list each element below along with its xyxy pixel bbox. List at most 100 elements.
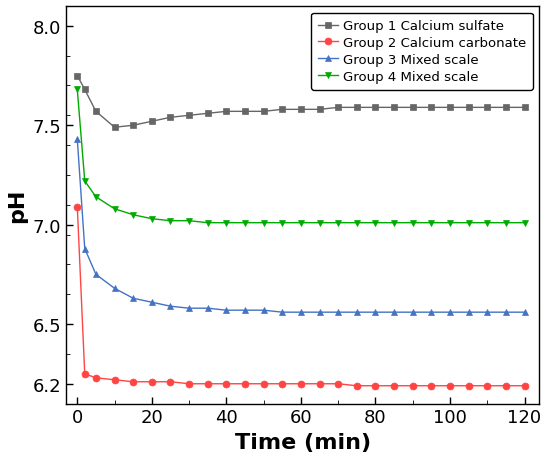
Group 3 Mixed scale: [111, 286, 118, 291]
Group 3 Mixed scale: [372, 310, 379, 315]
Group 1 Calcium sulfate: [167, 115, 174, 121]
Group 1 Calcium sulfate: [447, 106, 453, 111]
Group 3 Mixed scale: [279, 310, 285, 315]
Group 4 Mixed scale: [111, 207, 118, 212]
Group 1 Calcium sulfate: [465, 106, 472, 111]
Group 2 Calcium carbonate: [205, 381, 211, 386]
Y-axis label: pH: pH: [7, 188, 27, 223]
Group 1 Calcium sulfate: [205, 112, 211, 117]
Group 2 Calcium carbonate: [409, 383, 416, 389]
Group 1 Calcium sulfate: [335, 106, 342, 111]
Group 2 Calcium carbonate: [390, 383, 397, 389]
Group 1 Calcium sulfate: [81, 88, 88, 93]
Group 2 Calcium carbonate: [167, 379, 174, 385]
Group 3 Mixed scale: [354, 310, 360, 315]
Group 4 Mixed scale: [354, 220, 360, 226]
Group 4 Mixed scale: [335, 220, 342, 226]
Group 3 Mixed scale: [298, 310, 304, 315]
Group 3 Mixed scale: [335, 310, 342, 315]
Group 4 Mixed scale: [484, 220, 491, 226]
Group 2 Calcium carbonate: [148, 379, 155, 385]
Line: Group 1 Calcium sulfate: Group 1 Calcium sulfate: [74, 73, 528, 131]
Line: Group 4 Mixed scale: Group 4 Mixed scale: [74, 87, 528, 227]
Group 1 Calcium sulfate: [521, 106, 528, 111]
Group 3 Mixed scale: [503, 310, 509, 315]
Group 4 Mixed scale: [521, 220, 528, 226]
Group 2 Calcium carbonate: [316, 381, 323, 386]
Group 1 Calcium sulfate: [316, 107, 323, 113]
Group 3 Mixed scale: [447, 310, 453, 315]
Group 1 Calcium sulfate: [354, 106, 360, 111]
Group 4 Mixed scale: [92, 195, 99, 200]
Group 3 Mixed scale: [130, 296, 136, 302]
Group 1 Calcium sulfate: [223, 109, 230, 115]
Group 2 Calcium carbonate: [447, 383, 453, 389]
Group 1 Calcium sulfate: [484, 106, 491, 111]
Group 1 Calcium sulfate: [390, 106, 397, 111]
Group 2 Calcium carbonate: [503, 383, 509, 389]
Group 1 Calcium sulfate: [74, 73, 81, 79]
Group 4 Mixed scale: [372, 220, 379, 226]
Group 3 Mixed scale: [186, 306, 192, 311]
Group 2 Calcium carbonate: [372, 383, 379, 389]
Group 2 Calcium carbonate: [241, 381, 248, 386]
Group 1 Calcium sulfate: [428, 106, 435, 111]
Group 1 Calcium sulfate: [372, 106, 379, 111]
Group 2 Calcium carbonate: [465, 383, 472, 389]
Group 3 Mixed scale: [205, 306, 211, 311]
Group 3 Mixed scale: [223, 308, 230, 313]
Group 3 Mixed scale: [148, 300, 155, 305]
Group 3 Mixed scale: [316, 310, 323, 315]
Group 4 Mixed scale: [167, 218, 174, 224]
Group 2 Calcium carbonate: [521, 383, 528, 389]
Group 4 Mixed scale: [186, 218, 192, 224]
Group 2 Calcium carbonate: [92, 375, 99, 381]
Group 3 Mixed scale: [241, 308, 248, 313]
Group 2 Calcium carbonate: [298, 381, 304, 386]
Group 4 Mixed scale: [316, 220, 323, 226]
Group 4 Mixed scale: [409, 220, 416, 226]
Group 2 Calcium carbonate: [111, 377, 118, 383]
Group 1 Calcium sulfate: [111, 125, 118, 131]
Group 1 Calcium sulfate: [92, 109, 99, 115]
Group 1 Calcium sulfate: [241, 109, 248, 115]
Group 3 Mixed scale: [167, 304, 174, 309]
Group 2 Calcium carbonate: [354, 383, 360, 389]
Group 4 Mixed scale: [428, 220, 435, 226]
Group 3 Mixed scale: [74, 137, 81, 143]
X-axis label: Time (min): Time (min): [235, 432, 371, 452]
Group 2 Calcium carbonate: [428, 383, 435, 389]
Group 3 Mixed scale: [428, 310, 435, 315]
Group 4 Mixed scale: [81, 179, 88, 184]
Group 4 Mixed scale: [223, 220, 230, 226]
Group 1 Calcium sulfate: [409, 106, 416, 111]
Group 3 Mixed scale: [92, 272, 99, 278]
Group 4 Mixed scale: [447, 220, 453, 226]
Group 2 Calcium carbonate: [484, 383, 491, 389]
Group 1 Calcium sulfate: [298, 107, 304, 113]
Group 3 Mixed scale: [260, 308, 267, 313]
Group 3 Mixed scale: [465, 310, 472, 315]
Group 1 Calcium sulfate: [503, 106, 509, 111]
Group 2 Calcium carbonate: [279, 381, 285, 386]
Group 1 Calcium sulfate: [130, 123, 136, 129]
Group 4 Mixed scale: [465, 220, 472, 226]
Group 3 Mixed scale: [521, 310, 528, 315]
Group 4 Mixed scale: [241, 220, 248, 226]
Group 2 Calcium carbonate: [130, 379, 136, 385]
Group 2 Calcium carbonate: [74, 205, 81, 210]
Group 3 Mixed scale: [409, 310, 416, 315]
Group 2 Calcium carbonate: [335, 381, 342, 386]
Group 4 Mixed scale: [503, 220, 509, 226]
Group 4 Mixed scale: [260, 220, 267, 226]
Legend: Group 1 Calcium sulfate, Group 2 Calcium carbonate, Group 3 Mixed scale, Group 4: Group 1 Calcium sulfate, Group 2 Calcium…: [311, 13, 533, 90]
Group 1 Calcium sulfate: [186, 113, 192, 119]
Group 1 Calcium sulfate: [260, 109, 267, 115]
Group 2 Calcium carbonate: [260, 381, 267, 386]
Group 2 Calcium carbonate: [223, 381, 230, 386]
Group 4 Mixed scale: [148, 217, 155, 222]
Group 4 Mixed scale: [390, 220, 397, 226]
Group 1 Calcium sulfate: [148, 119, 155, 125]
Group 4 Mixed scale: [298, 220, 304, 226]
Group 4 Mixed scale: [279, 220, 285, 226]
